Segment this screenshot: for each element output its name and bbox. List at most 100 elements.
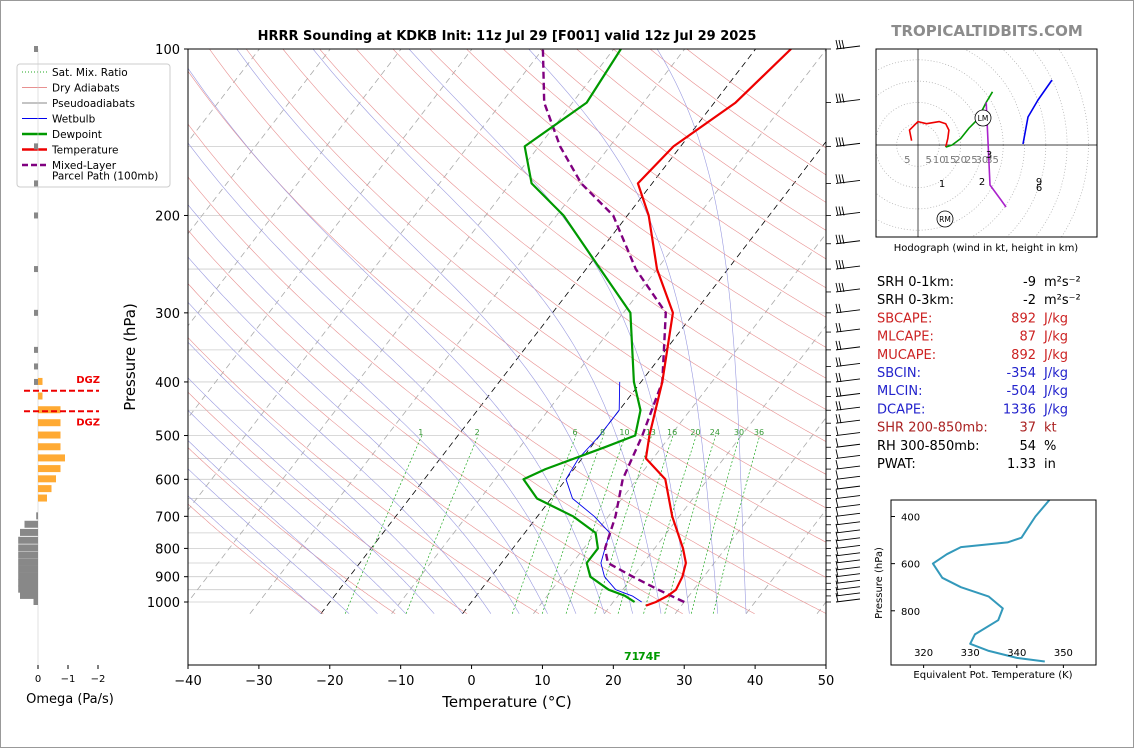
pseudoadiabat bbox=[188, 204, 548, 614]
theta-x-tick-label: 320 bbox=[914, 648, 933, 659]
wind-barb bbox=[835, 504, 861, 509]
storm-motion-marker bbox=[974, 109, 992, 127]
mixing-ratio-label: 20 bbox=[690, 428, 700, 437]
x-tick-label: 20 bbox=[605, 674, 622, 689]
omega-bar bbox=[38, 465, 61, 473]
wind-barb bbox=[835, 495, 861, 499]
hodograph-segment-upper bbox=[985, 102, 1007, 208]
barb-feather bbox=[838, 259, 842, 270]
dewpoint-line bbox=[522, 49, 642, 603]
hodograph-height-label: 6 bbox=[1036, 183, 1042, 194]
barb-feather bbox=[835, 322, 839, 333]
omega-bar bbox=[38, 475, 56, 483]
wind-barb bbox=[835, 212, 861, 216]
index-value: -354 bbox=[1006, 366, 1036, 381]
mixing-ratio-label: 16 bbox=[667, 428, 677, 437]
wind-barb bbox=[835, 529, 861, 534]
theta-x-tick-label: 350 bbox=[1054, 648, 1073, 659]
wind-barb bbox=[835, 443, 861, 448]
dgz-label: DGZ bbox=[76, 417, 100, 428]
dry-adiabat bbox=[466, 49, 826, 318]
wind-barb bbox=[835, 573, 861, 578]
omega-bar bbox=[38, 494, 47, 502]
wind-barb bbox=[835, 566, 861, 571]
index-value: -9 bbox=[1023, 275, 1036, 290]
index-unit: J/kg bbox=[1043, 402, 1068, 417]
mixing-ratio-labels: 1 2 6 8 10 13 16 20 24 30 36 bbox=[418, 428, 764, 437]
y-tick-label: 100 bbox=[155, 43, 180, 58]
storm-motion-label: RM bbox=[939, 215, 951, 224]
index-value: 54 bbox=[1019, 439, 1036, 454]
index-unit: m²s⁻² bbox=[1044, 293, 1081, 308]
mixing-ratio-line bbox=[344, 435, 423, 614]
wind-barb bbox=[835, 586, 861, 591]
mixing-ratio-line bbox=[617, 435, 674, 614]
x-tick-label: 10 bbox=[534, 674, 551, 689]
barb-feather bbox=[835, 546, 839, 556]
omega-bar bbox=[18, 585, 38, 593]
omega-bar bbox=[18, 558, 38, 566]
mixing-ratio-label: 30 bbox=[734, 428, 744, 437]
watermark-text: TROPICALTIDBITS.COM bbox=[891, 22, 1083, 40]
omega-bar bbox=[34, 378, 38, 385]
omega-bar bbox=[38, 377, 43, 385]
theta-e-axes: 320 330 340 350 400 600 800 bbox=[891, 513, 1073, 668]
barb-feather bbox=[835, 531, 839, 541]
wind-barb bbox=[835, 378, 861, 383]
wind-barb bbox=[835, 179, 861, 184]
y-tick-label: 900 bbox=[155, 571, 180, 586]
x-tick-label: 40 bbox=[747, 674, 764, 689]
x-tick-label: −10 bbox=[387, 674, 414, 689]
barb-feather bbox=[838, 282, 842, 293]
hodograph-ring-label: 15 bbox=[944, 155, 957, 166]
hodograph-segment-upper-blue bbox=[1022, 79, 1053, 145]
y-tick-label: 1000 bbox=[147, 596, 180, 611]
hodograph-ring-label: 30 bbox=[976, 155, 989, 166]
skewt-xlabel: Temperature (°C) bbox=[441, 693, 571, 711]
wind-barb bbox=[835, 552, 861, 557]
index-value: -504 bbox=[1006, 384, 1036, 399]
index-label: SRH 0-3km: bbox=[877, 293, 954, 308]
pseudoadiabat bbox=[188, 142, 577, 614]
index-unit: J/kg bbox=[1043, 330, 1068, 345]
mixing-ratio-line bbox=[594, 435, 652, 614]
barb-feather bbox=[835, 480, 839, 490]
barb-feather bbox=[841, 174, 845, 184]
barb-feather bbox=[835, 206, 839, 216]
hodograph-height-label: 3 bbox=[986, 150, 992, 161]
barb-feather bbox=[835, 426, 839, 436]
omega-bar bbox=[34, 143, 38, 150]
theta-y-tick-label: 400 bbox=[901, 513, 920, 524]
skewt-axes: −40 −30 −20 −10 0 10 20 30 40 50 100 200 300 400 500 60… bbox=[147, 43, 834, 689]
legend-label-dry: Dry Adiabats bbox=[52, 83, 120, 95]
dry-adiabat bbox=[209, 49, 826, 543]
y-tick-label: 800 bbox=[155, 542, 180, 557]
barb-feather bbox=[841, 137, 845, 147]
wind-barb bbox=[835, 537, 861, 542]
wind-barb bbox=[835, 521, 861, 526]
wind-barb bbox=[835, 142, 861, 147]
index-label: MLCIN: bbox=[877, 384, 922, 399]
omega-bar bbox=[38, 431, 61, 439]
barb-feather bbox=[835, 567, 839, 577]
index-label: SBCAPE: bbox=[877, 311, 932, 326]
barb-feather bbox=[835, 580, 839, 590]
wind-barb bbox=[835, 592, 861, 597]
index-label: SHR 200-850mb: bbox=[877, 421, 988, 436]
index-value: 1.33 bbox=[1007, 457, 1036, 472]
surface-dew-label: 74F bbox=[638, 650, 661, 663]
y-tick-label: 700 bbox=[155, 510, 180, 525]
theta-y-tick-label: 600 bbox=[901, 560, 920, 571]
barb-feather bbox=[835, 449, 839, 459]
barb-feather bbox=[835, 507, 839, 517]
wind-barb bbox=[835, 362, 861, 367]
index-value: 892 bbox=[1011, 311, 1036, 326]
barb-feather bbox=[838, 372, 842, 383]
wind-barb bbox=[835, 432, 861, 436]
barb-feather bbox=[835, 498, 839, 508]
barb-feather bbox=[838, 357, 842, 367]
index-unit: J/kg bbox=[1043, 384, 1068, 399]
theta-e-ylabel: Pressure (hPa) bbox=[874, 547, 885, 619]
